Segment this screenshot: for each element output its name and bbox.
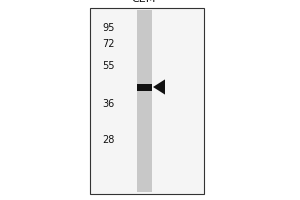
Text: 72: 72 bbox=[102, 39, 115, 49]
Text: 36: 36 bbox=[102, 99, 114, 109]
Text: 95: 95 bbox=[102, 23, 114, 33]
Bar bbox=[136, 10, 152, 192]
Polygon shape bbox=[153, 79, 165, 95]
Bar bbox=[136, 84, 152, 90]
Bar bbox=[90, 8, 204, 194]
Text: 55: 55 bbox=[102, 61, 115, 71]
Text: 28: 28 bbox=[102, 135, 114, 145]
Text: CEM: CEM bbox=[132, 0, 156, 4]
